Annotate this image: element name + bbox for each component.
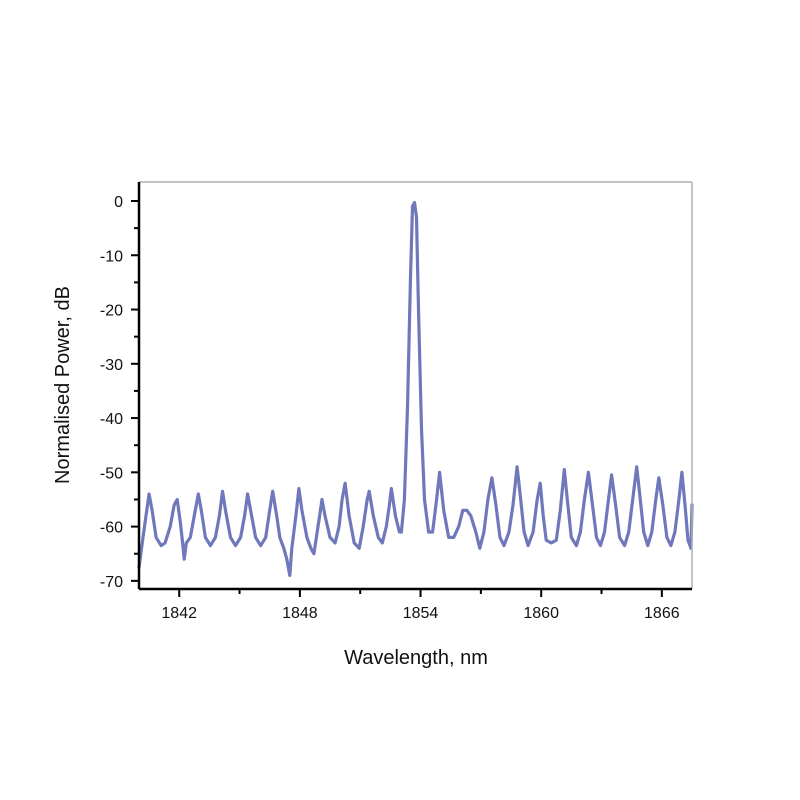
y-tick-label: 0 [114,194,123,211]
y-axis-title: Normalised Power, dB [52,286,74,484]
y-tick-label: -60 [100,520,123,537]
y-tick-label: -50 [100,465,123,482]
y-tick-label: -10 [100,248,123,265]
spectrum-line [137,201,694,577]
y-tick-label: -40 [100,411,123,428]
y-tick-label: -70 [100,574,123,591]
ticks: 1842 1848 1854 1860 1866 0 -10 -20 -30 -40 -50 -60 -… [100,194,680,622]
x-tick-label: 1866 [644,605,680,622]
y-tick-label: -20 [100,303,123,320]
x-tick-label: 1860 [523,605,559,622]
y-tick-label: -30 [100,357,123,374]
plot-frame [137,181,693,591]
x-tick-label: 1842 [161,605,197,622]
x-axis-title: Wavelength, nm [344,647,488,669]
x-tick-label: 1848 [282,605,318,622]
x-tick-label: 1854 [403,605,439,622]
